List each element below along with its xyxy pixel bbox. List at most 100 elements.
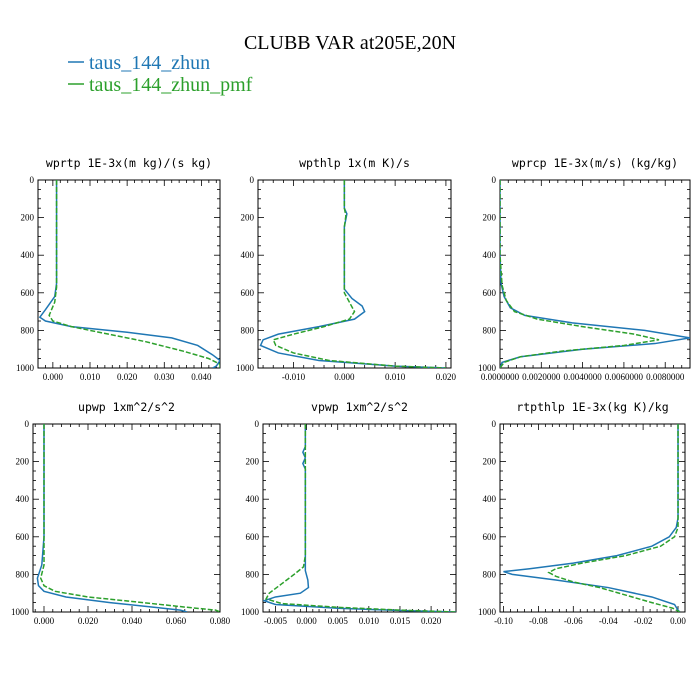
x-tick-label: 0.020 (436, 372, 457, 382)
y-tick-label: 200 (246, 457, 260, 467)
plot-frame (32, 423, 221, 613)
x-tick-label: 0.015 (390, 616, 411, 626)
y-tick-label: 600 (483, 288, 497, 298)
x-tick-label: 0.040 (191, 372, 212, 382)
y-tick-label: 0 (492, 419, 497, 429)
series-line-zhun-pmf (500, 180, 660, 368)
y-tick-label: 600 (241, 288, 255, 298)
x-tick-label: 0.000 (334, 372, 355, 382)
plot-frame (37, 179, 221, 369)
panel-title: wpthlp 1x(m K)/s (299, 156, 410, 170)
series-line-zhun-pmf (48, 180, 220, 368)
y-tick-label: 0 (250, 175, 255, 185)
figure-title: CLUBB VAR at205E,20N (244, 32, 456, 54)
y-tick-label: 200 (483, 457, 497, 467)
x-tick-label: -0.06 (564, 616, 583, 626)
x-tick-label: 0.010 (385, 372, 406, 382)
series-line-zhun-pmf (265, 424, 456, 612)
series-line-zhun-pmf (39, 424, 220, 612)
panel-6: rtpthlp 1E-3x(kg K)/kg02004006008001000-… (478, 400, 686, 626)
panel-title: rtpthlp 1E-3x(kg K)/kg (516, 400, 668, 414)
y-tick-label: 800 (246, 569, 260, 579)
y-tick-label: 600 (16, 532, 30, 542)
x-tick-label: 0.010 (80, 372, 101, 382)
y-tick-label: 1000 (11, 607, 30, 617)
x-tick-label: -0.005 (264, 616, 288, 626)
x-tick-label: 0.000 (34, 616, 55, 626)
y-tick-label: 400 (246, 494, 260, 504)
y-tick-label: 800 (483, 325, 497, 335)
y-tick-label: 1000 (478, 607, 497, 617)
plot-frame (262, 423, 457, 613)
series-line-zhun (503, 424, 681, 612)
y-tick-label: 200 (21, 213, 35, 223)
panel-4: upwp 1xm^2/s^2 0 200 400 600 800 1000 0.000 0.02… (11, 400, 231, 626)
plot-frame (499, 423, 686, 613)
y-tick-label: 600 (246, 532, 260, 542)
panel-title: wprcp 1E-3x(m/s) (kg/kg) (512, 156, 678, 170)
x-tick-label: 0.0040000 (563, 372, 602, 382)
series-line-zhun (36, 424, 188, 612)
y-tick-label: 800 (483, 569, 497, 579)
x-tick-label: -0.10 (494, 616, 513, 626)
y-tick-label: 600 (483, 532, 497, 542)
series-line-zhun (259, 180, 446, 368)
y-tick-label: 800 (16, 569, 30, 579)
y-tick-label: 1000 (16, 363, 35, 373)
x-tick-label: 0.080 (210, 616, 231, 626)
y-tick-label: 400 (483, 494, 497, 504)
x-tick-label: 0.0000000 (481, 372, 520, 382)
x-tick-label: 0.0060000 (605, 372, 644, 382)
x-tick-label: 0.030 (154, 372, 175, 382)
plot-frame (257, 179, 452, 369)
x-tick-label: -0.02 (634, 616, 653, 626)
x-tick-label: 0.040 (122, 616, 143, 626)
x-tick-label: -0.010 (282, 372, 306, 382)
x-tick-label: 0.000 (43, 372, 64, 382)
y-tick-label: 1000 (478, 363, 497, 373)
y-tick-label: 200 (241, 213, 255, 223)
panels: wprtp 1E-3x(m kg)/(s kg) 0 200 400 600 800 100… (11, 156, 691, 626)
y-tick-label: 0 (492, 175, 497, 185)
x-tick-label: 0.00 (670, 616, 686, 626)
series-line-zhun (263, 424, 456, 612)
x-tick-label: 0.010 (359, 616, 380, 626)
x-tick-label: 0.0080000 (646, 372, 685, 382)
y-tick-label: 0 (255, 419, 260, 429)
y-tick-label: 600 (21, 288, 35, 298)
panel-title: wprtp 1E-3x(m kg)/(s kg) (46, 156, 212, 170)
panel-5: vpwp 1xm^2/s^2 0 200 400 600 800 1000 -0.005 0.0… (241, 400, 457, 626)
series-line-zhun (38, 180, 220, 368)
legend-label-zhun-pmf: taus_144_zhun_pmf (89, 74, 253, 96)
x-tick-label: -0.08 (529, 616, 548, 626)
plot-frame (499, 179, 691, 369)
x-tick-label: 0.0020000 (522, 372, 561, 382)
x-tick-label: 0.020 (78, 616, 99, 626)
panel-1: wprtp 1E-3x(m kg)/(s kg) 0 200 400 600 800 100… (16, 156, 221, 382)
y-tick-label: 800 (241, 325, 255, 335)
legend: taus_144_zhun taus_144_zhun_pmf (68, 52, 253, 96)
x-tick-label: 0.060 (166, 616, 187, 626)
x-tick-label: 0.020 (421, 616, 442, 626)
series-line-zhun-pmf (272, 180, 446, 368)
y-tick-label: 1000 (236, 363, 255, 373)
y-tick-label: 400 (16, 494, 30, 504)
panel-title: vpwp 1xm^2/s^2 (311, 400, 408, 414)
panel-2: wpthlp 1x(m K)/s 0 200 400 600 800 1000 -0.010 0… (236, 156, 457, 382)
x-tick-label: 0.005 (328, 616, 349, 626)
y-tick-label: 800 (21, 325, 35, 335)
x-tick-label: 0.020 (117, 372, 138, 382)
y-tick-label: 400 (21, 250, 35, 260)
panel-title: upwp 1xm^2/s^2 (78, 400, 175, 414)
y-tick-label: 200 (483, 213, 497, 223)
y-tick-label: 400 (483, 250, 497, 260)
x-tick-label: 0.000 (296, 616, 317, 626)
series-line-zhun (500, 180, 690, 368)
y-tick-label: 0 (30, 175, 35, 185)
x-tick-label: -0.04 (599, 616, 618, 626)
y-tick-label: 400 (241, 250, 255, 260)
y-tick-label: 200 (16, 457, 30, 467)
y-tick-label: 1000 (241, 607, 260, 617)
panel-3: wprcp 1E-3x(m/s) (kg/kg) 0 200 400 600 800 100… (478, 156, 691, 382)
